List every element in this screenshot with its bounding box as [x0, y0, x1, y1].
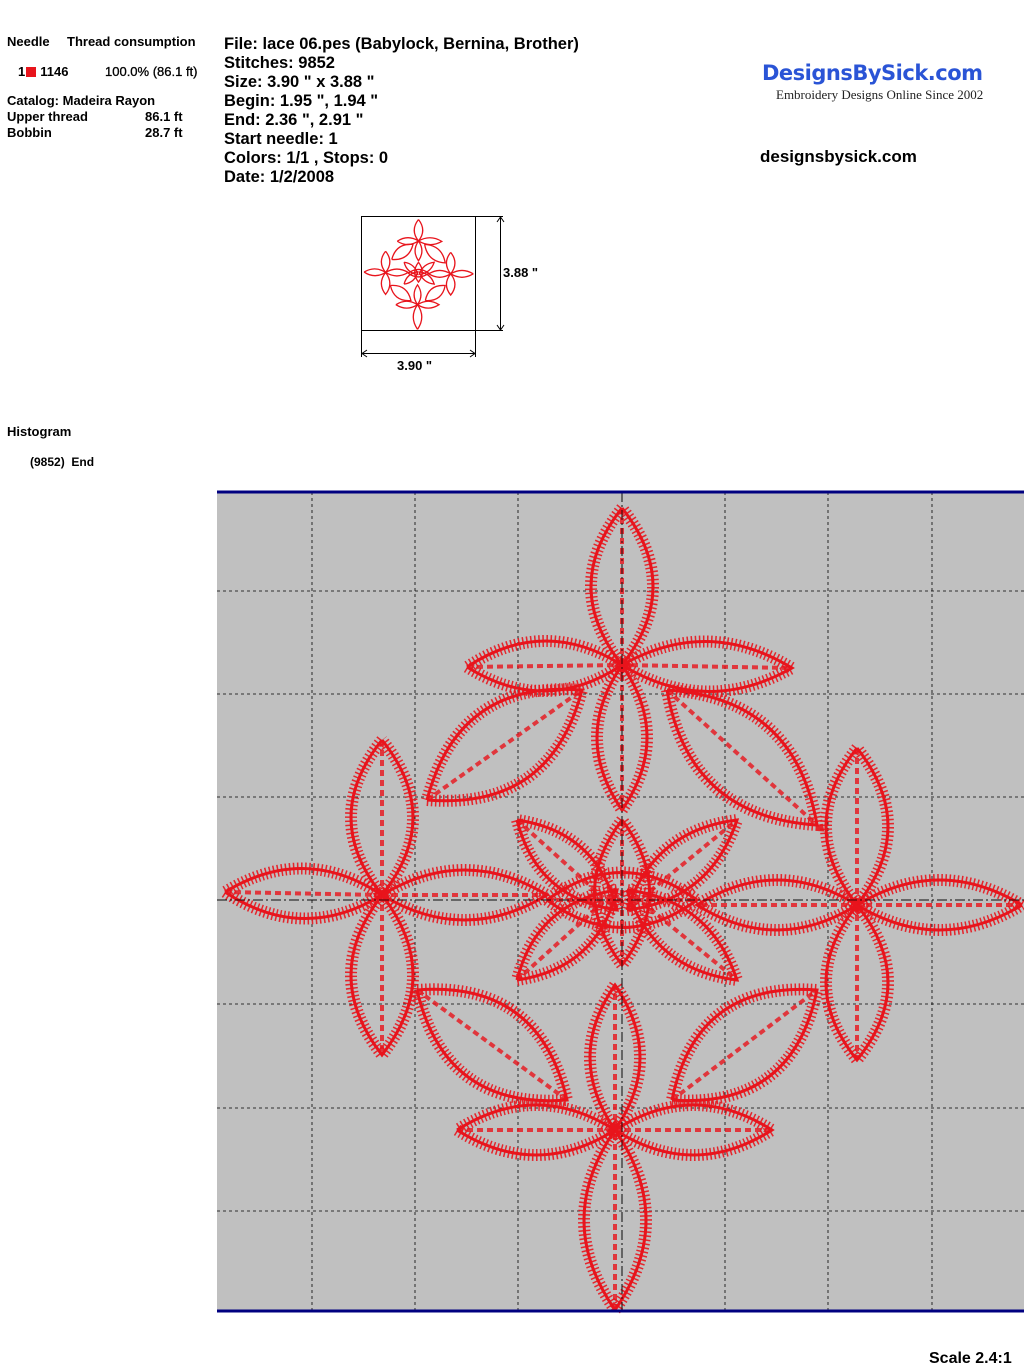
leaf-outline	[424, 284, 446, 302]
leaf-outline	[403, 271, 419, 285]
design-size: Size: 3.90 " x 3.88 "	[224, 73, 375, 91]
end-point: End: 2.36 ", 2.91 "	[224, 111, 364, 129]
leaf-vein	[425, 688, 584, 802]
thread-row: 1 1146	[18, 65, 68, 79]
histogram-title: Histogram	[7, 424, 72, 439]
leaf-vein	[515, 888, 619, 982]
design-thumbnail	[361, 216, 505, 358]
leaf-outline	[417, 300, 441, 309]
website-link[interactable]: designsbysick.com	[760, 147, 917, 166]
leaf-vein	[224, 890, 383, 897]
scale-label: Scale 2.4:1	[929, 1350, 1012, 1367]
needle-number: 1	[18, 64, 26, 79]
leaf-outline	[389, 284, 412, 302]
logo-main-text: DesignsBySick.com	[762, 61, 983, 85]
leaf-vein	[670, 988, 819, 1102]
upper-thread-value: 86.1 ft	[145, 109, 183, 124]
leaf-outline	[546, 871, 700, 929]
design-date: Date: 1/2/2008	[224, 168, 335, 186]
leaf-outline	[407, 268, 430, 278]
histogram-count: (9852)	[30, 455, 65, 469]
thread-consumption: 100.0% (86.1 ft)	[105, 64, 198, 79]
bobbin-value: 28.7 ft	[145, 125, 183, 140]
histogram-entry: (9852) End	[30, 455, 94, 469]
stitch-count: Stitches: 9852	[224, 54, 335, 72]
leaf-outline	[415, 987, 569, 1103]
leaf-outline	[418, 271, 436, 285]
consumption-header: Thread consumption	[67, 34, 196, 49]
height-label: 3.88 "	[503, 265, 539, 280]
leaf-vein	[665, 688, 819, 827]
leaf-outline	[413, 283, 422, 306]
catalog: Catalog: Madeira Rayon	[7, 93, 156, 108]
begin-point: Begin: 1.95 ", 1.94 "	[224, 92, 379, 110]
leaf-vein	[415, 988, 569, 1102]
leaf-outline	[391, 243, 414, 261]
leaf-outline	[380, 272, 391, 296]
width-label: 3.90 "	[397, 358, 433, 373]
colors-stops: Colors: 1/1 , Stops: 0	[224, 149, 389, 167]
brand-logo: DesignsBySick.com Embroidery Designs Onl…	[762, 60, 983, 102]
leaf-vein	[625, 888, 739, 982]
start-needle: Start needle: 1	[224, 130, 338, 148]
leaf-outline	[614, 1103, 775, 1157]
leaf-vein	[466, 663, 623, 669]
embroidery-design	[217, 492, 1024, 1314]
design-info: File: lace 06.pes (Babylock, Bernina, Br…	[224, 35, 579, 187]
leaf-outline	[694, 878, 858, 932]
leaf-outline	[403, 261, 419, 276]
thread-code: 1146	[40, 64, 69, 79]
leaf-vein	[621, 663, 793, 670]
thumbnail-design	[363, 219, 474, 330]
bobbin-label: Bobbin	[7, 125, 52, 140]
upper-thread-label: Upper thread	[7, 109, 88, 124]
logo-tagline: Embroidery Designs Online Since 2002	[776, 87, 984, 102]
histogram-end-label: End	[71, 455, 95, 469]
leaf-outline	[424, 243, 446, 264]
leaf-outline	[445, 273, 456, 297]
design-canvas	[217, 490, 1024, 1314]
leaf-outline	[414, 240, 423, 262]
leaf-outline	[349, 894, 415, 1058]
thread-color-swatch	[26, 67, 37, 77]
file-name: File: lace 06.pes (Babylock, Bernina, Br…	[224, 35, 579, 53]
needle-header: Needle	[7, 34, 50, 49]
leaf-vein	[625, 818, 739, 912]
